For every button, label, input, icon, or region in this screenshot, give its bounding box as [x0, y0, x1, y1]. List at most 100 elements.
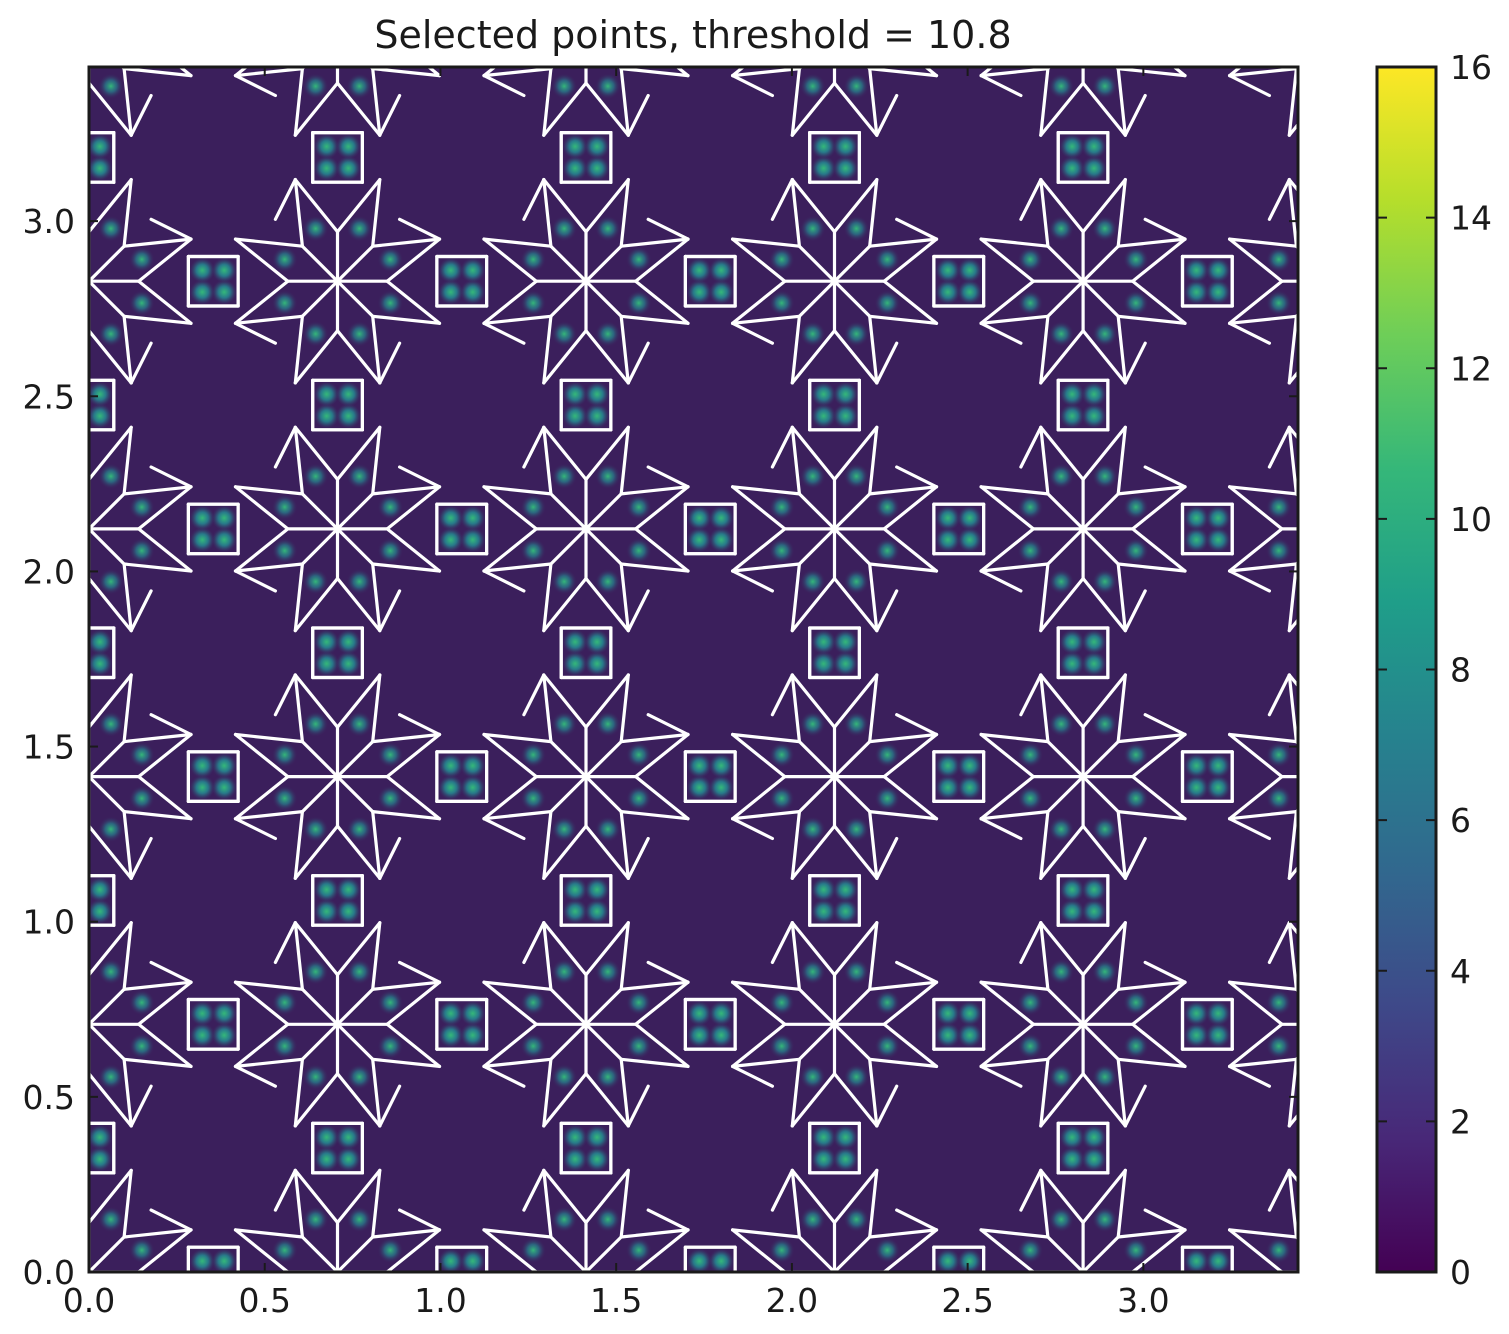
hotspot [272, 0, 298, 25]
selected-point-edge [1019, 673, 1043, 717]
selected-point-edge [1367, 1170, 1374, 1237]
selected-point-edge [1039, 425, 1085, 481]
hotspot [459, 1022, 486, 1049]
selected-point-edge [1478, 239, 1509, 246]
hotspot [1308, 1146, 1334, 1172]
hotspot [1308, 381, 1334, 407]
selected-point-edge [293, 673, 340, 729]
selected-point-edge [398, 713, 442, 737]
selected-point-edge [549, 492, 588, 531]
selected-point-edge [371, 237, 442, 248]
selected-point-edge [149, 217, 193, 241]
hotspot [1081, 1146, 1107, 1173]
selected-point-edge [1131, 1228, 1187, 1272]
selected-point-edge [1048, 0, 1083, 34]
selected-point-edge [302, 0, 337, 34]
selected-point-edge [89, 1022, 126, 1061]
selected-point-edge [882, 1022, 939, 1069]
hotspot [1308, 134, 1334, 160]
selected-point-edge [1081, 1270, 1086, 1272]
selected-point-edge [89, 527, 126, 566]
selected-point-edge [1287, 921, 1298, 936]
hotspot [1265, 989, 1292, 1016]
hotspot [189, 1022, 216, 1049]
selected-point-edge [979, 980, 1036, 1026]
selected-point-edge [1081, 279, 1120, 318]
selected-point-edge [0, 76, 27, 96]
selected-point-edge [832, 178, 879, 234]
selected-point-edge [522, 178, 546, 221]
selected-point-edge [619, 980, 690, 991]
hotspot [189, 279, 216, 306]
selected-point-edge [790, 425, 802, 496]
hotspot [594, 958, 621, 985]
selected-point-edge [89, 244, 126, 283]
selected-point-edge [542, 809, 553, 880]
hotspot [1017, 0, 1043, 25]
selected-point-edge [626, 93, 650, 137]
selected-point-edge [646, 713, 690, 737]
selected-point-edge [0, 812, 54, 819]
selected-point-edge [584, 987, 623, 1026]
selected-point-edge [1227, 527, 1284, 573]
selected-point-edge [233, 1064, 277, 1088]
hotspot [128, 494, 155, 521]
selected-point-edge [371, 425, 382, 496]
selected-point-edge [137, 1270, 142, 1272]
x-axis: 0.0 0.5 1.0 1.5 2.0 2.5 3.0 [63, 67, 1170, 1320]
hotspot [1183, 1022, 1210, 1049]
selected-point-edge [584, 1022, 623, 1061]
hotspot [437, 1000, 464, 1027]
selected-point-edge [832, 1270, 837, 1272]
selected-point-edge [0, 777, 39, 819]
selected-point-edge [335, 1270, 340, 1272]
selected-point-edge [542, 921, 553, 991]
hotspot [520, 537, 547, 564]
hotspot [189, 31, 215, 57]
selected-point-edge [1287, 1057, 1298, 1128]
selected-point-edge [1332, 1272, 1367, 1307]
selected-point-edge [335, 1270, 340, 1272]
selected-point-edge [832, 921, 879, 977]
selected-point-edge [1478, 564, 1509, 571]
selected-point-edge [293, 314, 304, 385]
hotspot [551, 711, 578, 737]
selected-point-edge [1123, 589, 1147, 633]
hotspot [1059, 403, 1086, 429]
hotspot [1308, 629, 1334, 655]
selected-point-edge [542, 921, 588, 977]
hotspot [1048, 568, 1075, 595]
selected-point-edge [790, 81, 837, 137]
selected-point-edge [122, 980, 193, 991]
hotspot [335, 133, 362, 160]
hotspot [832, 650, 859, 677]
hotspot [520, 989, 547, 1016]
hotspot [874, 1281, 900, 1307]
selected-point-edge [1287, 673, 1298, 689]
selected-point-edge [832, 824, 879, 880]
hotspot [708, 279, 735, 306]
hotspot [1183, 31, 1209, 57]
selected-point-edge [484, 1314, 524, 1334]
hotspot [1266, 1281, 1292, 1307]
selected-point-edge [300, 739, 340, 779]
hotspot [625, 290, 652, 316]
selected-point-edge [482, 73, 526, 98]
hotspot [211, 1248, 238, 1272]
selected-point-edge [868, 67, 879, 137]
selected-point-edge [730, 279, 787, 325]
selected-point-edge [584, 1072, 630, 1128]
selected-point-edge [549, 244, 588, 283]
hotspot [1340, 73, 1366, 99]
selected-point-edge [371, 1168, 382, 1239]
selected-point-edge [89, 824, 91, 829]
hotspot [551, 215, 578, 242]
hotspot [1296, 328, 1298, 340]
selected-point-edge [295, 1322, 337, 1334]
selected-point-edge [832, 673, 879, 729]
selected-point-edge [549, 279, 588, 318]
selected-point-edge [868, 1057, 879, 1128]
selected-point-edge [770, 921, 794, 965]
hotspot [1205, 1248, 1232, 1272]
hotspot [832, 1146, 859, 1173]
